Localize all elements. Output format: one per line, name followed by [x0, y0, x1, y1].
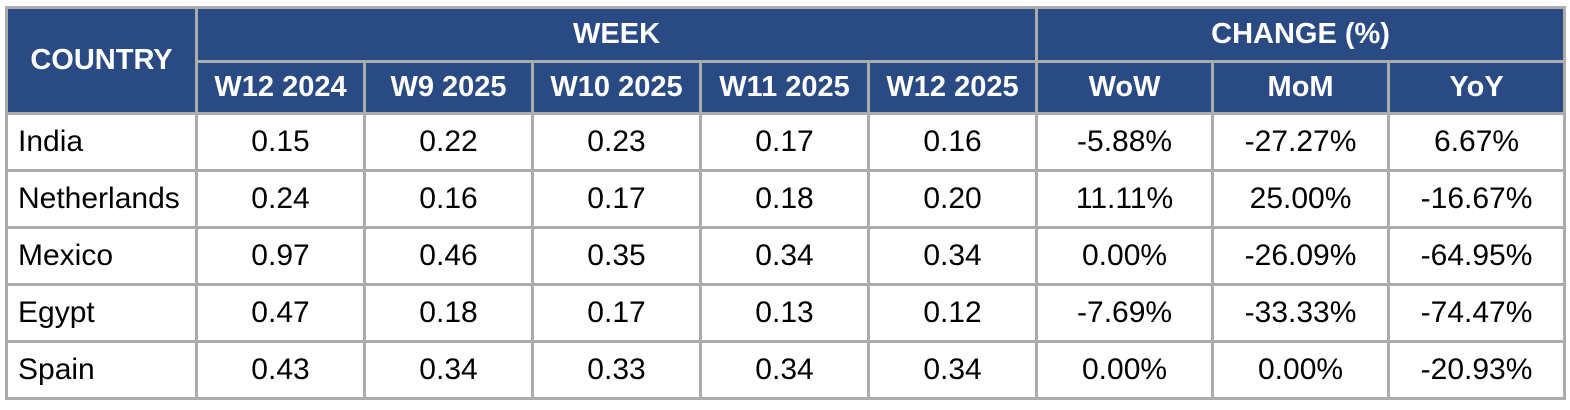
- change-value-cell: -33.33%: [1211, 283, 1391, 343]
- week-value-cell: 0.20: [866, 169, 1039, 229]
- week-value-cell: 0.24: [195, 169, 366, 229]
- column-header-wow: WoW: [1035, 60, 1215, 115]
- change-value-cell: -20.93%: [1387, 340, 1567, 400]
- column-header-w9-2025: W9 2025: [363, 60, 534, 115]
- week-value-cell: 0.17: [531, 283, 702, 343]
- week-value-cell: 0.12: [866, 283, 1039, 343]
- week-value-cell: 0.34: [866, 226, 1039, 286]
- week-value-cell: 0.18: [699, 169, 870, 229]
- week-value-cell: 0.16: [866, 112, 1039, 172]
- change-value-cell: 11.11%: [1035, 169, 1215, 229]
- week-value-cell: 0.46: [363, 226, 534, 286]
- week-value-cell: 0.97: [195, 226, 366, 286]
- change-value-cell: 0.00%: [1035, 226, 1215, 286]
- column-header-w12-2024: W12 2024: [195, 60, 366, 115]
- table-row-spain: Spain 0.43 0.34 0.33 0.34 0.34 0.00% 0.0…: [5, 340, 1567, 400]
- week-value-cell: 0.43: [195, 340, 366, 400]
- column-header-country: COUNTRY: [5, 6, 198, 115]
- column-header-w11-2025: W11 2025: [699, 60, 870, 115]
- table-row-netherlands: Netherlands 0.24 0.16 0.17 0.18 0.20 11.…: [5, 169, 1567, 229]
- week-value-cell: 0.18: [363, 283, 534, 343]
- week-value-cell: 0.16: [363, 169, 534, 229]
- change-value-cell: -26.09%: [1211, 226, 1391, 286]
- change-value-cell: -16.67%: [1387, 169, 1567, 229]
- column-header-yoy: YoY: [1387, 60, 1567, 115]
- week-value-cell: 0.33: [531, 340, 702, 400]
- week-value-cell: 0.23: [531, 112, 702, 172]
- change-value-cell: -64.95%: [1387, 226, 1567, 286]
- column-header-w10-2025: W10 2025: [531, 60, 702, 115]
- week-value-cell: 0.47: [195, 283, 366, 343]
- week-value-cell: 0.13: [699, 283, 870, 343]
- week-value-cell: 0.34: [699, 340, 870, 400]
- country-cell: Egypt: [5, 283, 198, 343]
- column-header-mom: MoM: [1211, 60, 1391, 115]
- change-value-cell: -27.27%: [1211, 112, 1391, 172]
- week-value-cell: 0.17: [531, 169, 702, 229]
- change-value-cell: 0.00%: [1211, 340, 1391, 400]
- change-value-cell: -7.69%: [1035, 283, 1215, 343]
- week-value-cell: 0.35: [531, 226, 702, 286]
- column-header-w12-2025: W12 2025: [866, 60, 1039, 115]
- week-value-cell: 0.34: [363, 340, 534, 400]
- week-value-cell: 0.17: [699, 112, 870, 172]
- change-value-cell: 6.67%: [1387, 112, 1567, 172]
- table-row-egypt: Egypt 0.47 0.18 0.17 0.13 0.12 -7.69% -3…: [5, 283, 1567, 343]
- table-row-mexico: Mexico 0.97 0.46 0.35 0.34 0.34 0.00% -2…: [5, 226, 1567, 286]
- country-cell: Netherlands: [5, 169, 198, 229]
- week-value-cell: 0.22: [363, 112, 534, 172]
- country-cell: Spain: [5, 340, 198, 400]
- table-row-india: India 0.15 0.22 0.23 0.17 0.16 -5.88% -2…: [5, 112, 1567, 172]
- week-value-cell: 0.34: [866, 340, 1039, 400]
- week-value-cell: 0.15: [195, 112, 366, 172]
- country-cell: India: [5, 112, 198, 172]
- column-group-change: CHANGE (%): [1035, 6, 1567, 63]
- change-value-cell: -74.47%: [1387, 283, 1567, 343]
- week-value-cell: 0.34: [699, 226, 870, 286]
- column-group-week: WEEK: [194, 6, 1039, 63]
- change-value-cell: 0.00%: [1035, 340, 1215, 400]
- change-value-cell: -5.88%: [1035, 112, 1215, 172]
- change-value-cell: 25.00%: [1211, 169, 1391, 229]
- country-week-change-table: COUNTRY WEEK CHANGE (%) W12 2024 W9 2025…: [5, 6, 1567, 400]
- country-cell: Mexico: [5, 226, 198, 286]
